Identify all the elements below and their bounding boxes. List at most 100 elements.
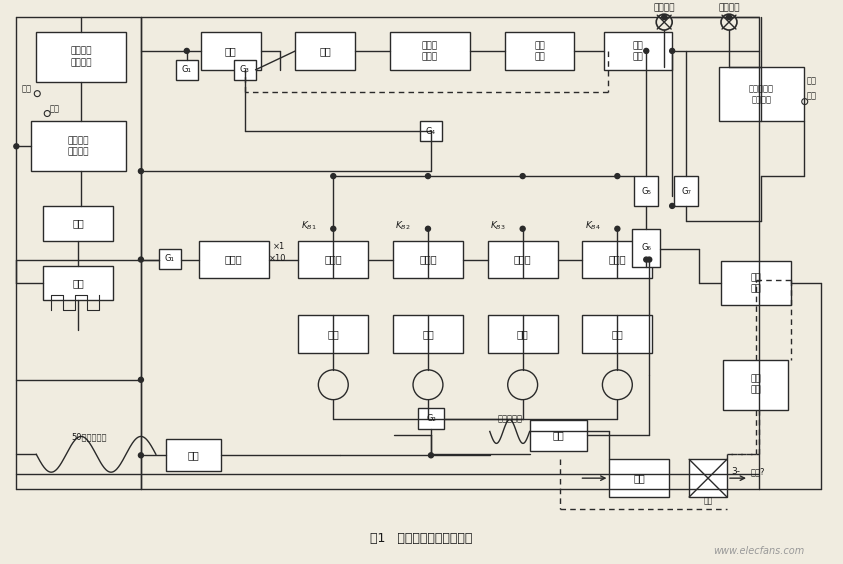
Circle shape — [644, 49, 649, 54]
Text: 流量?: 流量? — [751, 467, 765, 476]
Text: 译码: 译码 — [517, 329, 529, 339]
Bar — [488, 241, 557, 279]
Text: 译码: 译码 — [327, 329, 339, 339]
Text: 电源: 电源 — [187, 450, 199, 460]
Bar — [583, 241, 652, 279]
Bar — [166, 439, 221, 471]
Text: 计数器: 计数器 — [419, 254, 437, 265]
Text: 故障: 故障 — [807, 91, 817, 100]
Text: 50周校验信号: 50周校验信号 — [72, 433, 107, 442]
Bar — [723, 360, 788, 409]
Text: 译码: 译码 — [422, 329, 434, 339]
Text: $K_{B2}$: $K_{B2}$ — [395, 220, 411, 232]
Text: 停止指示: 停止指示 — [653, 3, 675, 12]
Circle shape — [520, 174, 525, 179]
Bar — [632, 229, 660, 267]
Bar — [199, 241, 269, 279]
Bar — [390, 32, 470, 70]
Bar — [158, 249, 180, 268]
Circle shape — [669, 204, 674, 208]
Circle shape — [669, 49, 674, 54]
Text: 计数器: 计数器 — [225, 254, 243, 265]
Bar — [393, 241, 463, 279]
Circle shape — [13, 144, 19, 149]
Text: 延迟: 延迟 — [319, 46, 331, 56]
Bar — [529, 420, 588, 451]
Text: 执行
机构: 执行 机构 — [750, 374, 760, 395]
Text: 工作: 工作 — [807, 77, 817, 86]
Circle shape — [138, 257, 143, 262]
Text: 校验: 校验 — [21, 85, 31, 94]
Text: G₅: G₅ — [642, 187, 651, 196]
Text: 计数器: 计数器 — [609, 254, 626, 265]
Circle shape — [426, 174, 431, 179]
Circle shape — [138, 377, 143, 382]
Text: 主触
双稳: 主触 双稳 — [534, 41, 545, 61]
Text: G₄: G₄ — [426, 127, 436, 136]
Bar — [609, 459, 669, 497]
Bar — [43, 266, 113, 300]
Text: 涡轮: 涡轮 — [633, 473, 645, 483]
Circle shape — [727, 15, 732, 20]
Text: www.elecfans.com: www.elecfans.com — [713, 546, 804, 556]
Circle shape — [615, 226, 620, 231]
Circle shape — [520, 226, 525, 231]
Bar — [234, 60, 255, 80]
Text: G₃: G₃ — [239, 65, 250, 74]
Bar — [31, 121, 126, 171]
Text: ×1: ×1 — [272, 241, 285, 250]
Text: G₁: G₁ — [165, 254, 175, 263]
Bar — [36, 32, 126, 82]
Bar — [634, 176, 658, 206]
Bar — [298, 315, 368, 353]
Text: 起动: 起动 — [225, 46, 237, 56]
Circle shape — [428, 453, 433, 458]
Bar — [488, 315, 557, 353]
Text: ～输出信号: ～输出信号 — [497, 415, 522, 424]
Bar — [721, 261, 791, 305]
Bar — [505, 32, 574, 70]
Text: 反相
放大: 反相 放大 — [633, 41, 644, 61]
Text: 手动
停止: 手动 停止 — [750, 273, 761, 293]
Text: $K_{B1}$: $K_{B1}$ — [300, 220, 316, 232]
Bar — [420, 121, 442, 142]
Text: ×10: ×10 — [269, 254, 286, 263]
Text: 起动指示: 起动指示 — [718, 3, 740, 12]
Circle shape — [644, 257, 649, 262]
Bar — [604, 32, 672, 70]
Text: 计数器: 计数器 — [514, 254, 531, 265]
Text: 放大: 放大 — [72, 218, 84, 228]
Text: 选择禁止
偶合网络: 选择禁止 偶合网络 — [68, 136, 89, 156]
Text: G₇: G₇ — [681, 187, 691, 196]
Text: G₆: G₆ — [642, 243, 651, 252]
Circle shape — [662, 15, 667, 20]
Bar — [176, 60, 198, 80]
Bar — [674, 176, 698, 206]
Circle shape — [138, 453, 143, 458]
Circle shape — [647, 257, 652, 262]
Bar — [393, 315, 463, 353]
Circle shape — [330, 226, 336, 231]
Text: 整形: 整形 — [72, 278, 84, 288]
Circle shape — [426, 226, 431, 231]
Bar — [689, 459, 727, 497]
Text: 输入及灵
敏度调节: 输入及灵 敏度调节 — [70, 47, 92, 67]
Text: $K_{B4}$: $K_{B4}$ — [584, 220, 600, 232]
Bar — [298, 241, 368, 279]
Circle shape — [330, 174, 336, 179]
Bar — [43, 206, 113, 241]
Text: G₁: G₁ — [182, 65, 191, 74]
Text: 交流无触点
功率开关: 交流无触点 功率开关 — [749, 84, 774, 104]
Text: 3-: 3- — [731, 467, 740, 476]
Circle shape — [185, 49, 190, 54]
Circle shape — [138, 169, 143, 174]
Circle shape — [615, 174, 620, 179]
Text: 反相: 反相 — [553, 430, 565, 440]
Text: 工作: 工作 — [49, 104, 59, 113]
Text: $K_{B3}$: $K_{B3}$ — [490, 220, 506, 232]
Text: 译码: 译码 — [611, 329, 623, 339]
Text: G₂: G₂ — [426, 414, 436, 423]
Text: 阀门: 阀门 — [703, 496, 712, 505]
Text: 始态引
导网络: 始态引 导网络 — [422, 41, 438, 61]
Bar — [201, 32, 260, 70]
